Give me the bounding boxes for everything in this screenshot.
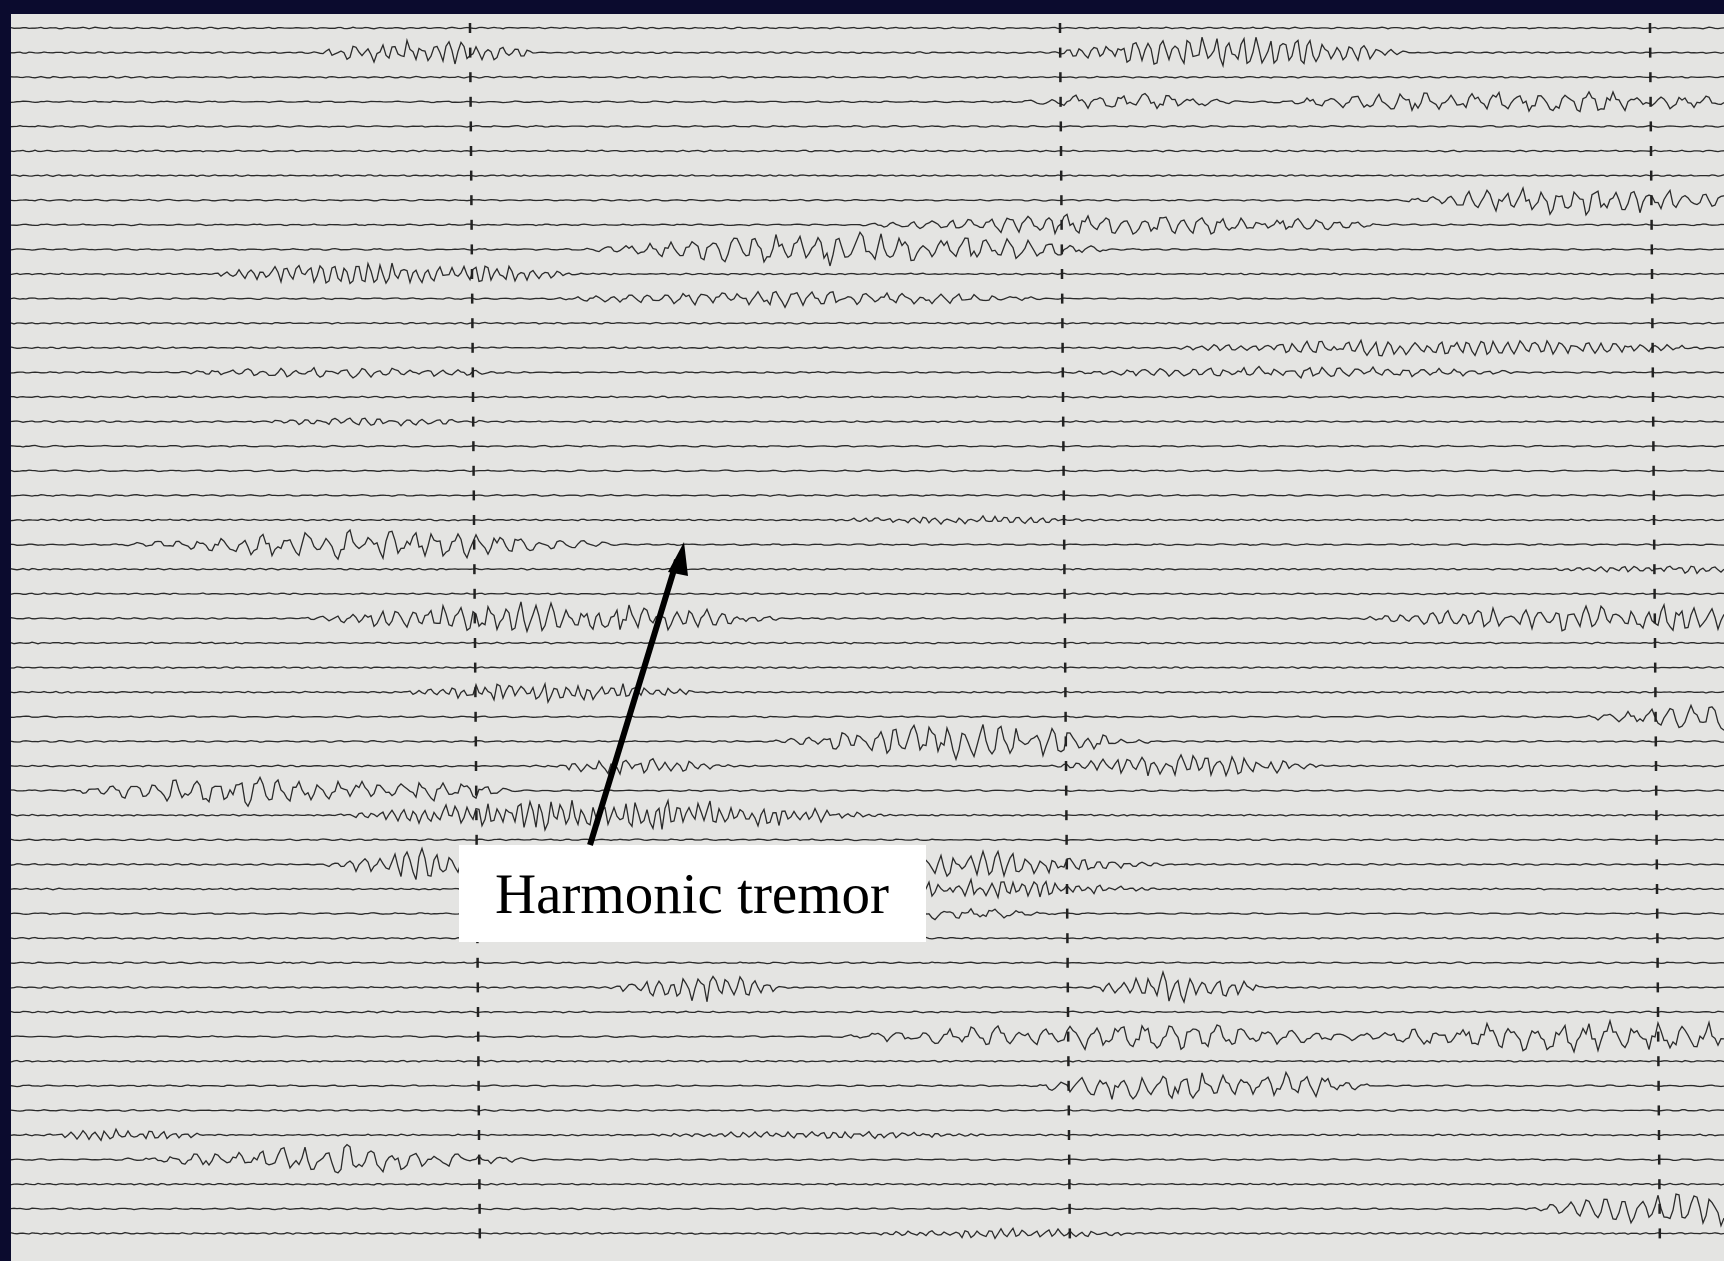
seismogram: Harmonic tremor xyxy=(0,0,1724,1261)
page: {"annotation": {"label": "Harmonic tremo… xyxy=(0,0,1724,1261)
annotation-label: Harmonic tremor xyxy=(495,863,889,926)
